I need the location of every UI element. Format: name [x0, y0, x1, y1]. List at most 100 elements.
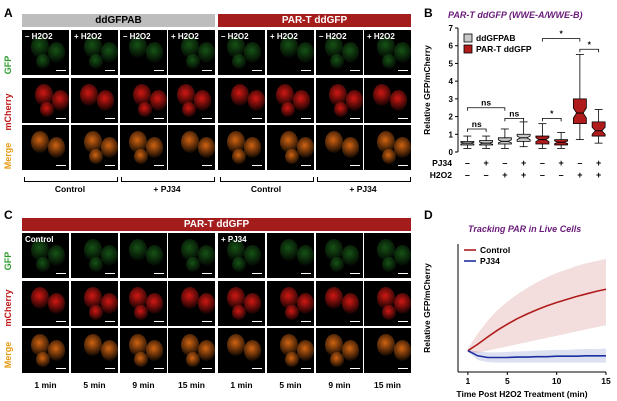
scale-bar [154, 165, 164, 166]
cell-nucleus [177, 83, 196, 106]
micrograph-tile [22, 78, 69, 123]
cell-nucleus [280, 333, 299, 356]
cell-nucleus [96, 90, 114, 111]
row-label-gfp-c: GFP [3, 251, 13, 271]
group-label-control-1: Control [54, 184, 86, 194]
cell-nucleus [145, 340, 163, 361]
micrograph-tile [267, 78, 314, 123]
scale-bar [301, 368, 311, 369]
micrograph-tile [364, 233, 411, 278]
cell-nucleus [285, 304, 300, 321]
confidence-band [467, 258, 606, 353]
panel-letter-b: B [424, 6, 433, 20]
cell-nucleus [232, 304, 247, 321]
significance-bracket [504, 117, 525, 122]
cell-nucleus [382, 256, 397, 273]
series-line [467, 288, 607, 352]
cell-nucleus [84, 130, 103, 153]
row-label-h2o2: H2O2 [430, 170, 452, 180]
cell-nucleus [285, 351, 300, 368]
legend-label: Control [480, 245, 510, 255]
cell-nucleus [31, 35, 50, 58]
scale-bar [56, 321, 66, 322]
cell-nucleus [197, 42, 215, 63]
y-tick-label: 6 [449, 42, 454, 51]
cell-nucleus [149, 90, 167, 111]
scale-bar [301, 70, 311, 71]
cell-nucleus [40, 101, 55, 118]
cell-nucleus [145, 137, 163, 158]
micrograph-tile: + H2O2 [71, 30, 118, 75]
cell-nucleus [51, 90, 69, 111]
h2o2-sign: – [465, 170, 470, 180]
cell-nucleus [31, 130, 50, 153]
micrograph-tile [364, 328, 411, 373]
cell-nucleus [280, 238, 299, 261]
column-label-h2o2: – H2O2 [221, 32, 249, 41]
scale-bar [202, 273, 212, 274]
x-tick-label: 10 [552, 376, 562, 386]
header-ddgfpab: ddGFPAB [22, 14, 215, 27]
cell-nucleus [393, 245, 411, 266]
micrograph-tile: + H2O2 [364, 30, 411, 75]
cell-nucleus [276, 83, 295, 106]
micrograph-tile [218, 125, 265, 170]
cell-nucleus [134, 351, 149, 368]
micrograph-tile [71, 281, 118, 326]
series-line [467, 349, 606, 359]
scale-bar [252, 321, 262, 322]
cell-nucleus [296, 293, 314, 314]
cell-nucleus [186, 351, 201, 368]
scale-bar [301, 165, 311, 166]
significance-label: * [588, 39, 592, 49]
micrograph-tile [168, 233, 215, 278]
row-label-pj34: PJ34 [432, 158, 452, 168]
cell-nucleus [285, 148, 300, 165]
cell-nucleus [197, 137, 215, 158]
cell-nucleus [341, 245, 359, 266]
cell-nucleus [145, 245, 163, 266]
cell-nucleus [296, 42, 314, 63]
cell-nucleus [377, 35, 396, 58]
column-label-h2o2: – H2O2 [319, 32, 347, 41]
pj34-sign: – [540, 158, 545, 168]
cell-nucleus [35, 83, 54, 106]
cell-nucleus [181, 333, 200, 356]
micrograph-tile [316, 281, 363, 326]
scale-bar [398, 165, 408, 166]
cell-nucleus [84, 333, 103, 356]
cell-nucleus [382, 304, 397, 321]
scale-bar [350, 165, 360, 166]
group-label-pj34-2: + PJ34 [349, 184, 377, 194]
row-label-mcherry: mCherry [3, 93, 13, 131]
cell-nucleus [325, 238, 344, 261]
y-tick-label: 0 [449, 148, 454, 157]
cell-nucleus [193, 90, 211, 111]
micrograph-tile [71, 328, 118, 373]
scale-bar [398, 321, 408, 322]
micrograph-tile [71, 125, 118, 170]
micrograph-tile [364, 78, 411, 123]
cell-nucleus [330, 53, 345, 70]
significance-bracket [466, 128, 487, 132]
cell-nucleus [382, 148, 397, 165]
cell-nucleus [325, 286, 344, 309]
time-label: 5 min [83, 380, 106, 390]
scale-bar [56, 165, 66, 166]
cell-nucleus [345, 90, 363, 111]
micrograph-tile [71, 78, 118, 123]
cell-nucleus [129, 130, 148, 153]
cell-nucleus [145, 293, 163, 314]
cell-nucleus [325, 333, 344, 356]
chart-d-title: Tracking PAR in Live Cells [468, 224, 582, 234]
cell-nucleus [138, 101, 153, 118]
pj34-sign: – [465, 158, 470, 168]
x-tick-label: 15 [601, 376, 611, 386]
row-label-gfp: GFP [3, 55, 13, 75]
cell-nucleus [36, 256, 51, 273]
scale-bar [105, 70, 115, 71]
micrograph-tile [267, 233, 314, 278]
group-label-control-2: Control [250, 184, 282, 194]
scale-bar [252, 70, 262, 71]
cell-nucleus [84, 35, 103, 58]
